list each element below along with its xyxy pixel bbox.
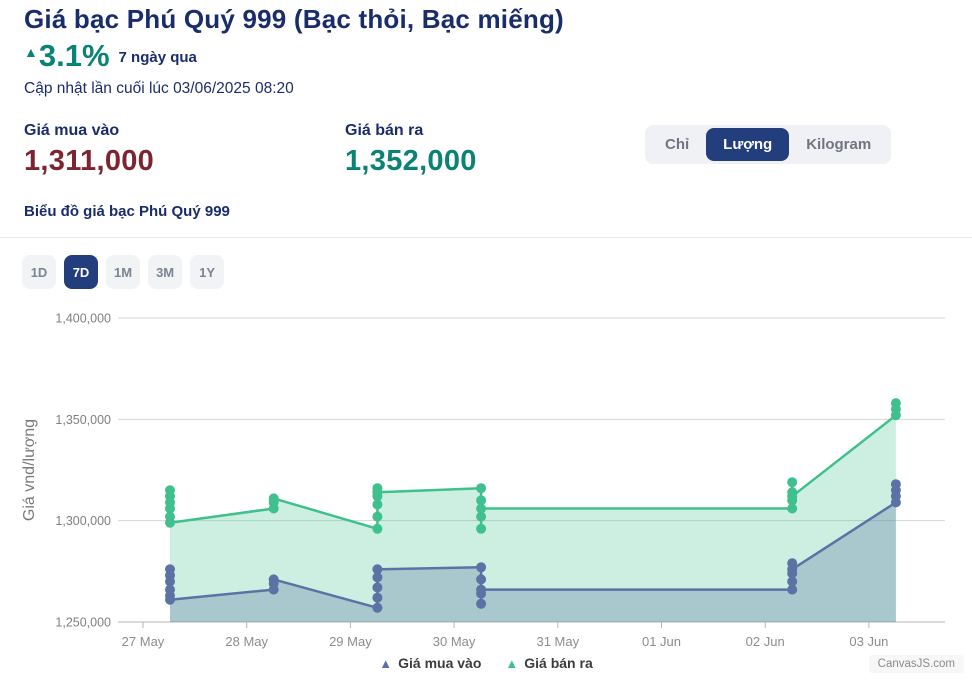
data-point [787, 491, 798, 502]
change-period: 7 ngày qua [118, 49, 197, 66]
unit-option-chỉ[interactable]: Chỉ [648, 128, 706, 161]
data-point [787, 503, 798, 514]
change-percent: ▲3.1% [24, 40, 110, 71]
x-tick-label: 29 May [329, 634, 372, 649]
range-button-1d[interactable]: 1D [22, 255, 56, 289]
data-point [787, 564, 798, 575]
data-point [268, 493, 279, 504]
data-point [372, 592, 383, 603]
y-tick-label: 1,350,000 [55, 413, 111, 427]
x-tick-label: 27 May [122, 634, 165, 649]
unit-option-kilogram[interactable]: Kilogram [789, 128, 888, 161]
data-point [372, 499, 383, 510]
data-point [268, 574, 279, 585]
legend-item[interactable]: ▲ Giá mua vào [379, 655, 481, 671]
data-point [372, 487, 383, 498]
range-button-1y[interactable]: 1Y [190, 255, 225, 289]
data-point [372, 564, 383, 575]
chart-legend: ▲ Giá mua vào ▲ Giá bán ra [0, 655, 972, 671]
data-point [890, 398, 901, 409]
sell-price-block: Giá bán ra 1,352,000 [345, 122, 477, 178]
data-point [476, 598, 487, 609]
price-change-row: ▲3.1% 7 ngày qua [24, 40, 197, 71]
sell-price-label: Giá bán ra [345, 122, 424, 139]
data-point [476, 483, 487, 494]
data-point [165, 517, 175, 528]
y-axis-title: Giá vnd/lượng [21, 419, 38, 521]
data-point [476, 574, 487, 585]
series-area [170, 484, 896, 622]
canvasjs-watermark[interactable]: CanvasJS.com [868, 655, 964, 673]
y-tick-label: 1,400,000 [55, 312, 111, 326]
data-point [787, 576, 798, 587]
legend-item[interactable]: ▲ Giá bán ra [505, 655, 592, 671]
data-point [372, 523, 383, 534]
data-point [787, 477, 798, 488]
time-range-group: 1D 7D 1M 3M 1Y [22, 255, 225, 289]
x-tick-label: 28 May [225, 634, 268, 649]
x-tick-label: 30 May [433, 634, 476, 649]
data-point [476, 495, 487, 506]
legend-marker-icon: ▲ [505, 655, 519, 671]
change-percent-value: 3.1% [38, 38, 110, 73]
data-point [372, 602, 383, 613]
buy-price-value: 1,311,000 [24, 145, 155, 177]
data-point [476, 584, 487, 595]
sell-price-value: 1,352,000 [345, 145, 477, 177]
legend-marker-icon: ▲ [379, 655, 393, 671]
series-area [170, 403, 896, 622]
buy-price-label: Giá mua vào [24, 122, 120, 139]
range-button-7d[interactable]: 7D [64, 255, 98, 289]
y-tick-label: 1,300,000 [55, 514, 111, 528]
data-point [372, 511, 383, 522]
up-arrow-icon: ▲ [24, 44, 38, 60]
unit-option-lượng[interactable]: Lượng [706, 128, 790, 161]
data-point [372, 582, 383, 593]
data-point [476, 511, 487, 522]
last-updated: Cập nhật lần cuối lúc 03/06/2025 08:20 [24, 80, 294, 97]
data-point [165, 594, 175, 605]
y-tick-label: 1,250,000 [55, 616, 111, 630]
range-button-1m[interactable]: 1M [106, 255, 141, 289]
data-point [476, 562, 487, 573]
x-tick-label: 31 May [536, 634, 579, 649]
legend-label: Giá bán ra [524, 655, 593, 671]
data-point [372, 572, 383, 583]
x-tick-label: 03 Jun [849, 634, 888, 649]
unit-toggle-group: Chỉ Lượng Kilogram [645, 125, 892, 164]
data-point [476, 523, 487, 534]
data-point [165, 576, 175, 587]
data-point [787, 584, 798, 595]
legend-label: Giá mua vào [398, 655, 482, 671]
range-button-3m[interactable]: 3M [148, 255, 183, 289]
x-tick-label: 02 Jun [746, 634, 785, 649]
data-point [165, 503, 175, 514]
x-tick-label: 01 Jun [642, 634, 681, 649]
buy-price-block: Giá mua vào 1,311,000 [24, 122, 154, 178]
page-title: Giá bạc Phú Quý 999 (Bạc thỏi, Bạc miếng… [24, 4, 564, 34]
data-point [476, 503, 487, 514]
chart-section-title: Biểu đồ giá bạc Phú Quý 999 [24, 203, 230, 220]
section-divider [0, 237, 972, 238]
data-point [890, 479, 901, 490]
